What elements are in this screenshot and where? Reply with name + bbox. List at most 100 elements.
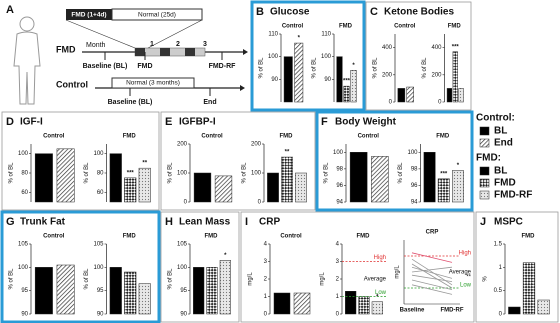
annotation: Average bbox=[449, 270, 472, 276]
y-tick-label: 90 bbox=[180, 312, 187, 318]
bar bbox=[349, 152, 368, 203]
bar bbox=[124, 177, 137, 203]
y-tick-label: 95 bbox=[97, 288, 104, 294]
significance: ** bbox=[142, 161, 147, 167]
y-tick-label: 0 bbox=[258, 200, 262, 206]
group-title: Control bbox=[43, 134, 65, 140]
bar bbox=[406, 86, 414, 103]
reference-label: High bbox=[459, 251, 471, 257]
bar bbox=[109, 153, 122, 203]
annotation: Average bbox=[364, 277, 387, 283]
y-tick-label: 90 bbox=[97, 312, 104, 318]
month-number: 3 bbox=[203, 41, 207, 48]
y-tick-label: 90 bbox=[271, 77, 278, 83]
reference-label: High bbox=[374, 255, 386, 261]
x-tick-label: Baseline bbox=[400, 308, 425, 314]
y-axis-label: % of BL bbox=[9, 162, 15, 184]
group-title: Control bbox=[43, 234, 65, 240]
y-tick-label: 95 bbox=[21, 288, 28, 294]
bar bbox=[452, 51, 458, 103]
annotation: ** bbox=[466, 274, 471, 280]
group-title: FMD bbox=[280, 134, 294, 140]
subject-line bbox=[411, 284, 453, 295]
inset-title: CRP bbox=[426, 230, 439, 236]
bar bbox=[295, 172, 307, 203]
normal-box-label: Normal (25d) bbox=[138, 12, 176, 19]
y-axis-label: mg/L bbox=[395, 265, 401, 279]
arrow-head bbox=[240, 85, 245, 91]
significance: *** bbox=[127, 170, 135, 176]
panel-letter: E bbox=[165, 116, 172, 128]
bar bbox=[446, 88, 453, 103]
y-tick-label: 110 bbox=[268, 32, 278, 38]
y-tick-label: 90 bbox=[324, 77, 331, 83]
panel-title: Trunk Fat bbox=[20, 217, 66, 228]
bar bbox=[267, 172, 279, 203]
y-tick-label: 400 bbox=[382, 45, 393, 51]
group-title: Control bbox=[394, 24, 416, 30]
bar bbox=[219, 260, 231, 315]
panel-border bbox=[240, 211, 475, 323]
y-tick-label: 80 bbox=[21, 171, 28, 177]
panel-title: IGFBP-I bbox=[179, 117, 216, 128]
y-tick-label: 3 bbox=[336, 259, 340, 265]
arrow-head bbox=[243, 49, 248, 55]
panel-letter: F bbox=[321, 116, 328, 128]
subject-line bbox=[411, 266, 453, 273]
panel-border bbox=[1, 111, 160, 211]
y-tick-label: 96 bbox=[411, 183, 418, 189]
group-title: FMD bbox=[448, 24, 462, 30]
panel-border bbox=[160, 211, 240, 323]
legend-label: BL bbox=[494, 166, 507, 177]
y-tick-label: 60 bbox=[97, 190, 104, 196]
panel-letter: D bbox=[6, 116, 14, 128]
y-axis-label: % of BL bbox=[259, 57, 265, 79]
bar bbox=[345, 291, 357, 315]
group-title: FMD bbox=[123, 234, 137, 240]
panel-title: Body Weight bbox=[335, 117, 397, 128]
bar bbox=[423, 152, 436, 203]
y-tick-label: 0.5 bbox=[494, 288, 503, 294]
panel-letter: C bbox=[370, 6, 378, 18]
y-tick-label: 4 bbox=[264, 242, 268, 248]
zoom-line bbox=[65, 19, 136, 49]
y-tick-label: 94 bbox=[411, 200, 418, 206]
bar bbox=[214, 175, 233, 203]
y-tick-label: 1 bbox=[264, 294, 268, 300]
figure-body bbox=[13, 31, 41, 105]
panel-letter: A bbox=[6, 4, 14, 16]
subject-line bbox=[411, 263, 453, 289]
y-tick-label: 100 bbox=[93, 265, 104, 271]
bar bbox=[350, 70, 357, 103]
group-title: Control bbox=[282, 24, 304, 30]
panel-letter: B bbox=[256, 6, 264, 18]
bar bbox=[273, 292, 291, 315]
y-tick-label: 4 bbox=[336, 242, 340, 248]
y-axis-label: mg/L bbox=[320, 272, 326, 286]
bar bbox=[397, 88, 406, 103]
month-number: 1 bbox=[150, 41, 154, 48]
y-tick-label: 110 bbox=[321, 32, 331, 38]
bar bbox=[281, 156, 293, 203]
y-tick-label: 1 bbox=[499, 265, 503, 271]
panel-border bbox=[365, 1, 472, 111]
group-title: Control bbox=[358, 134, 380, 140]
significance: *** bbox=[452, 44, 460, 50]
normal-box bbox=[111, 8, 203, 21]
y-axis-label: % of BL bbox=[242, 162, 248, 184]
group-title: FMD bbox=[339, 24, 353, 30]
bar bbox=[358, 296, 370, 315]
group-title: Control bbox=[280, 234, 302, 240]
month-label: Month bbox=[86, 42, 106, 49]
row-label: FMD bbox=[56, 44, 76, 54]
y-axis-label: % of BL bbox=[373, 57, 379, 79]
y-tick-label: 90 bbox=[21, 312, 28, 318]
group-title: FMD bbox=[357, 234, 371, 240]
significance: * bbox=[298, 36, 301, 42]
bar bbox=[522, 262, 536, 315]
panel-letter: H bbox=[165, 216, 173, 228]
group-title: FMD bbox=[522, 234, 536, 240]
y-tick-label: 0 bbox=[184, 200, 188, 206]
zoom-line bbox=[147, 19, 203, 49]
